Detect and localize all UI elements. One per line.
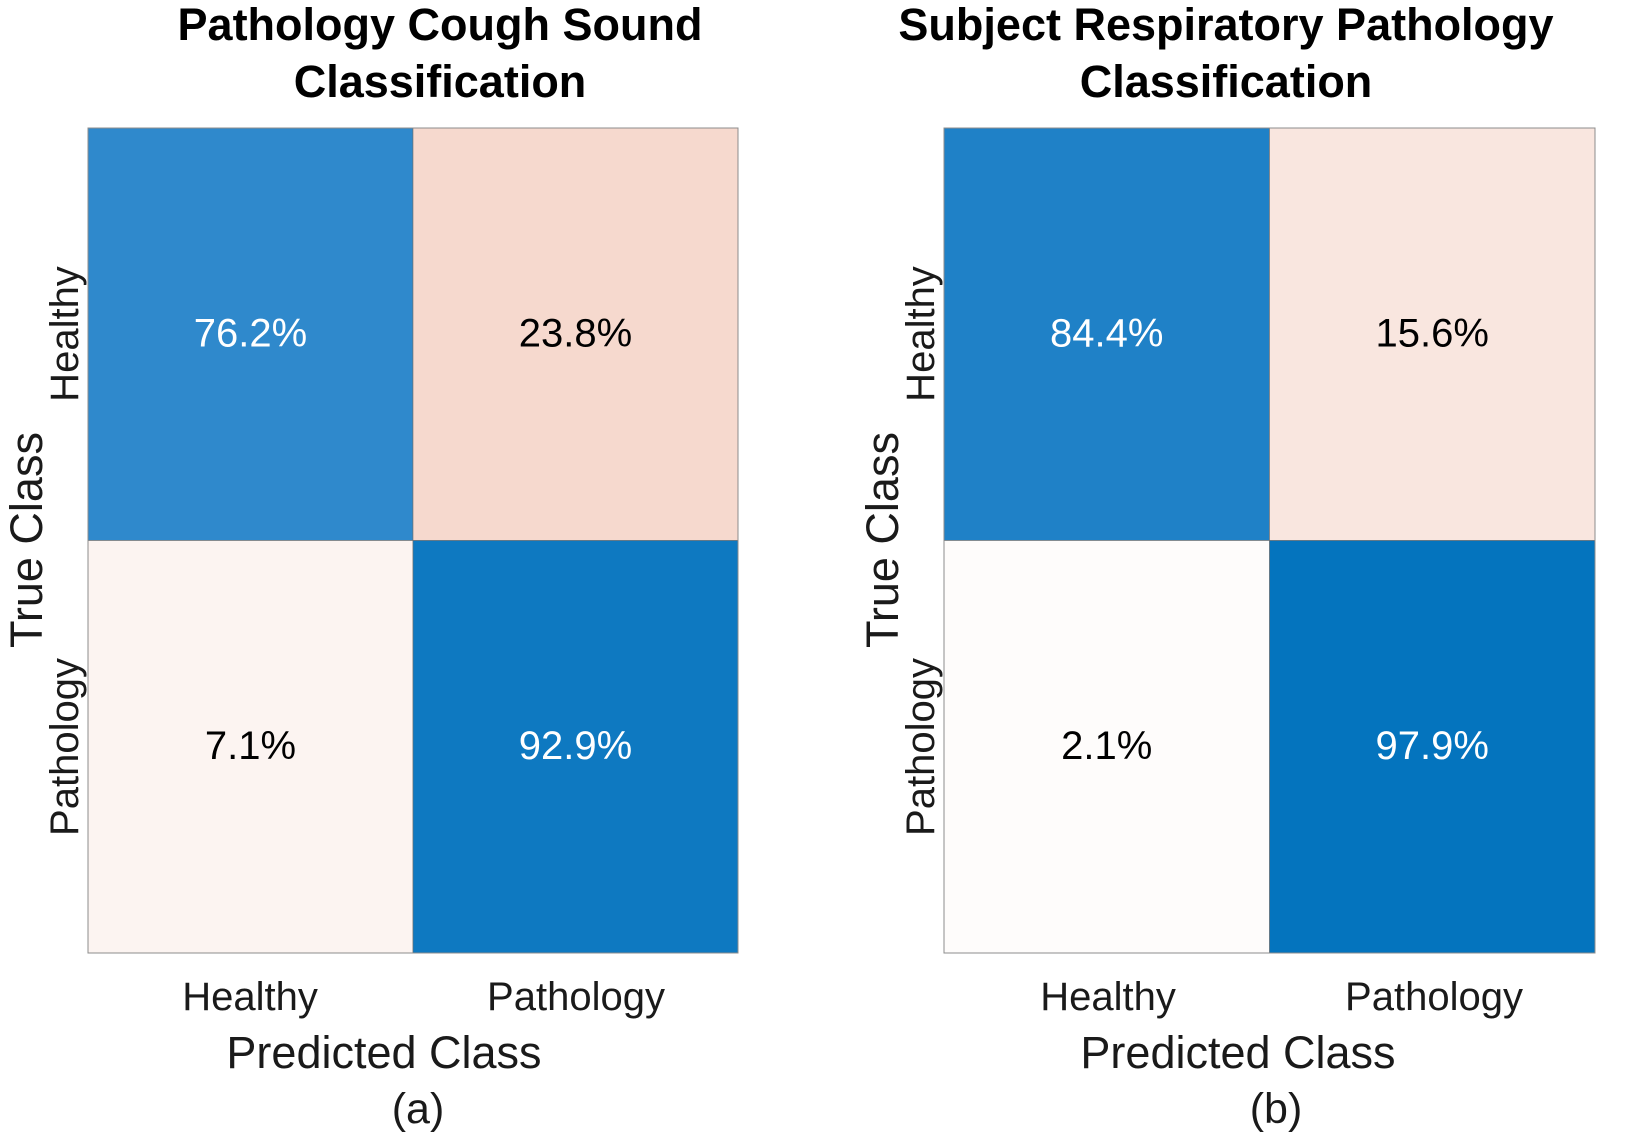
panel-caption: (b): [1250, 1085, 1303, 1133]
cell-value-label: 76.2%: [194, 311, 307, 355]
y-tick-healthy: Healthy: [43, 266, 87, 402]
cell-value-label: 92.9%: [519, 724, 632, 768]
heatmap-cell-r0-c0: [87, 127, 414, 541]
chart-title-line-1: Subject Respiratory Pathology: [898, 0, 1553, 50]
heatmap-cell-r1-c0: [87, 540, 414, 954]
x-tick-pathology: Pathology: [1345, 975, 1523, 1019]
cell-value-label: 2.1%: [1061, 724, 1152, 768]
y-axis-label: True Class: [1, 432, 52, 648]
chart-title-line-2: Classification: [1080, 56, 1373, 107]
x-axis-label: Predicted Class: [226, 1027, 541, 1078]
cell-value-label: 15.6%: [1376, 311, 1489, 355]
x-axis-label: Predicted Class: [1080, 1027, 1395, 1078]
heatmap-cell-r1-c1: [412, 540, 739, 954]
heatmap-cells: 84.4% 15.6% 2.1% 97.9%: [943, 127, 1596, 954]
y-tick-pathology: Pathology: [899, 658, 943, 836]
y-tick-pathology: Pathology: [43, 658, 87, 836]
plot-border: [943, 127, 1596, 954]
heatmap-cell-r0-c1: [412, 127, 739, 541]
panel-caption: (a): [392, 1085, 445, 1133]
y-tick-healthy: Healthy: [899, 266, 943, 402]
y-axis-label: True Class: [857, 432, 908, 648]
plot-border: [87, 127, 739, 954]
chart-title-line-1: Pathology Cough Sound: [178, 0, 703, 50]
chart-title-line-2: Classification: [294, 56, 587, 107]
panel-a: Pathology Cough Sound Classification 76.…: [1, 0, 739, 1133]
x-tick-pathology: Pathology: [487, 975, 665, 1019]
heatmap-cell-r0-c1: [1269, 127, 1596, 541]
cell-value-label: 97.9%: [1376, 724, 1489, 768]
x-tick-healthy: Healthy: [1040, 975, 1176, 1019]
cell-value-label: 23.8%: [519, 311, 632, 355]
cell-value-label: 7.1%: [205, 724, 296, 768]
heatmap-cell-r1-c1: [1269, 540, 1596, 954]
x-tick-healthy: Healthy: [182, 975, 318, 1019]
panel-b: Subject Respiratory Pathology Classifica…: [857, 0, 1596, 1133]
cell-value-label: 84.4%: [1050, 311, 1163, 355]
heatmap-cell-r1-c0: [943, 540, 1270, 954]
heatmap-cells: 76.2% 23.8% 7.1% 92.9%: [87, 127, 739, 954]
